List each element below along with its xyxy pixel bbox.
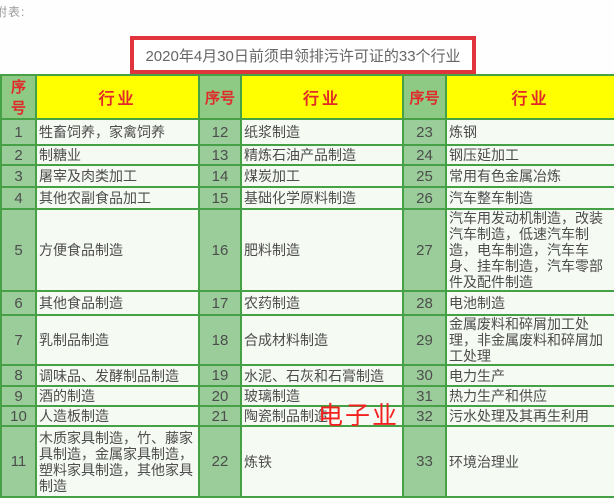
industry-cell: 陶瓷制品制造 <box>240 405 404 427</box>
seq-cell: 22 <box>198 425 242 498</box>
seq-cell: 31 <box>402 385 447 407</box>
industry-cell: 纸浆制造 <box>240 118 404 146</box>
seq-cell: 27 <box>402 208 447 292</box>
seq-cell: 21 <box>198 405 242 427</box>
industry-cell: 合成材料制造 <box>240 314 404 366</box>
seq-cell: 18 <box>198 314 242 366</box>
seq-cell: 4 <box>0 186 37 210</box>
industry-cell: 电力生产 <box>445 364 614 387</box>
table-body: 1 牲畜饲养，家禽饲养 12 纸浆制造 23 炼钢 2 制糖业 13 精炼石油产品制造 24 钢压延加… <box>0 118 614 498</box>
industry-cell: 人造板制造 <box>35 405 200 427</box>
industry-cell: 汽车整车制造 <box>445 186 614 210</box>
industry-cell: 煤炭加工 <box>240 164 404 188</box>
seq-cell: 2 <box>0 144 37 166</box>
seq-header-3: 序号 <box>402 74 447 120</box>
seq-cell: 3 <box>0 164 37 188</box>
table-row: 6 其他食品制造 17 农药制造 28 电池制造 <box>0 290 614 316</box>
industry-cell: 屠宰及肉类加工 <box>35 164 200 188</box>
header-row: 序号 行业 序号 行业 序号 行业 <box>0 74 614 120</box>
table-title-box: 2020年4月30日前须申领排污许可证的33个行业 <box>130 36 476 74</box>
seq-header-2: 序号 <box>198 74 242 120</box>
industry-cell: 牲畜饲养，家禽饲养 <box>35 118 200 146</box>
seq-cell: 26 <box>402 186 447 210</box>
seq-cell: 8 <box>0 364 37 387</box>
industry-cell: 炼钢 <box>445 118 614 146</box>
industry-cell: 木质家具制造，竹、藤家具制造，金属家具制造，塑料家具制造，其他家具制造 <box>35 425 200 498</box>
seq-cell: 5 <box>0 208 37 292</box>
industry-cell: 肥料制造 <box>240 208 404 292</box>
industry-header-1: 行业 <box>35 74 200 120</box>
table-row: 1 牲畜饲养，家禽饲养 12 纸浆制造 23 炼钢 <box>0 118 614 146</box>
seq-cell: 28 <box>402 290 447 316</box>
industry-cell: 汽车用发动机制造，改装汽车制造，低速汽车制造，电车制造，汽车车身、挂车制造，汽车… <box>445 208 614 292</box>
industry-cell: 电池制造 <box>445 290 614 316</box>
table-row: 9 酒的制造 20 玻璃制造 31 热力生产和供应 <box>0 385 614 407</box>
seq-cell: 13 <box>198 144 242 166</box>
industry-cell: 热力生产和供应 <box>445 385 614 407</box>
red-watermark-text: 电子业 <box>318 402 400 430</box>
industry-cell: 金属废料和碎屑加工处理，非金属废料和碎屑加工处理 <box>445 314 614 366</box>
industry-cell: 环境治理业 <box>445 425 614 498</box>
industry-cell: 方便食品制造 <box>35 208 200 292</box>
seq-cell: 12 <box>198 118 242 146</box>
industry-cell: 农药制造 <box>240 290 404 316</box>
industry-header-2: 行业 <box>240 74 404 120</box>
seq-cell: 16 <box>198 208 242 292</box>
seq-cell: 9 <box>0 385 37 407</box>
industry-cell: 钢压延加工 <box>445 144 614 166</box>
seq-cell: 7 <box>0 314 37 366</box>
seq-cell: 33 <box>402 425 447 498</box>
industry-cell: 制糖业 <box>35 144 200 166</box>
seq-cell: 17 <box>198 290 242 316</box>
table-row: 11 木质家具制造，竹、藤家具制造，金属家具制造，塑料家具制造，其他家具制造 22 炼… <box>0 425 614 498</box>
industry-cell: 污水处理及其再生利用 <box>445 405 614 427</box>
seq-cell: 24 <box>402 144 447 166</box>
table-row: 3 屠宰及肉类加工 14 煤炭加工 25 常用有色金属冶炼 <box>0 164 614 188</box>
seq-cell: 23 <box>402 118 447 146</box>
table-row: 7 乳制品制造 18 合成材料制造 29 金属废料和碎屑加工处理，非金属废料和碎屑加工处理 <box>0 314 614 366</box>
table-row: 2 制糖业 13 精炼石油产品制造 24 钢压延加工 <box>0 144 614 166</box>
industry-cell: 调味品、发酵制品制造 <box>35 364 200 387</box>
seq-cell: 14 <box>198 164 242 188</box>
seq-header-1: 序号 <box>0 74 37 120</box>
seq-cell: 19 <box>198 364 242 387</box>
seq-cell: 20 <box>198 385 242 407</box>
table-title: 2020年4月30日前须申领排污许可证的33个行业 <box>145 47 461 65</box>
seq-cell: 11 <box>0 425 37 498</box>
seq-cell: 32 <box>402 405 447 427</box>
table-row: 5 方便食品制造 16 肥料制造 27 汽车用发动机制造，改装汽车制造，低速汽车制造，电车… <box>0 208 614 292</box>
industry-cell: 玻璃制造 <box>240 385 404 407</box>
table-row: 8 调味品、发酵制品制造 19 水泥、石灰和石膏制造 30 电力生产 <box>0 364 614 387</box>
industry-cell: 其他农副食品加工 <box>35 186 200 210</box>
table-row: 4 其他农副食品加工 15 基础化学原料制造 26 汽车整车制造 <box>0 186 614 210</box>
seq-cell: 29 <box>402 314 447 366</box>
seq-cell: 15 <box>198 186 242 210</box>
industry-cell: 其他食品制造 <box>35 290 200 316</box>
seq-cell: 6 <box>0 290 37 316</box>
seq-cell: 25 <box>402 164 447 188</box>
industry-cell: 常用有色金属冶炼 <box>445 164 614 188</box>
seq-cell: 1 <box>0 118 37 146</box>
industry-header-3: 行业 <box>445 74 614 120</box>
industry-cell: 炼铁 <box>240 425 404 498</box>
industry-cell: 乳制品制造 <box>35 314 200 366</box>
appendix-label: 附表: <box>0 5 26 19</box>
industry-cell: 精炼石油产品制造 <box>240 144 404 166</box>
industry-cell: 基础化学原料制造 <box>240 186 404 210</box>
seq-cell: 10 <box>0 405 37 427</box>
industry-cell: 酒的制造 <box>35 385 200 407</box>
table-row: 10 人造板制造 21 陶瓷制品制造 32 污水处理及其再生利用 <box>0 405 614 427</box>
industry-cell: 水泥、石灰和石膏制造 <box>240 364 404 387</box>
industries-table: 序号 行业 序号 行业 序号 行业 1 牲畜饲养，家禽饲养 12 纸浆制造 23 炼钢 2 制… <box>0 74 614 498</box>
seq-cell: 30 <box>402 364 447 387</box>
